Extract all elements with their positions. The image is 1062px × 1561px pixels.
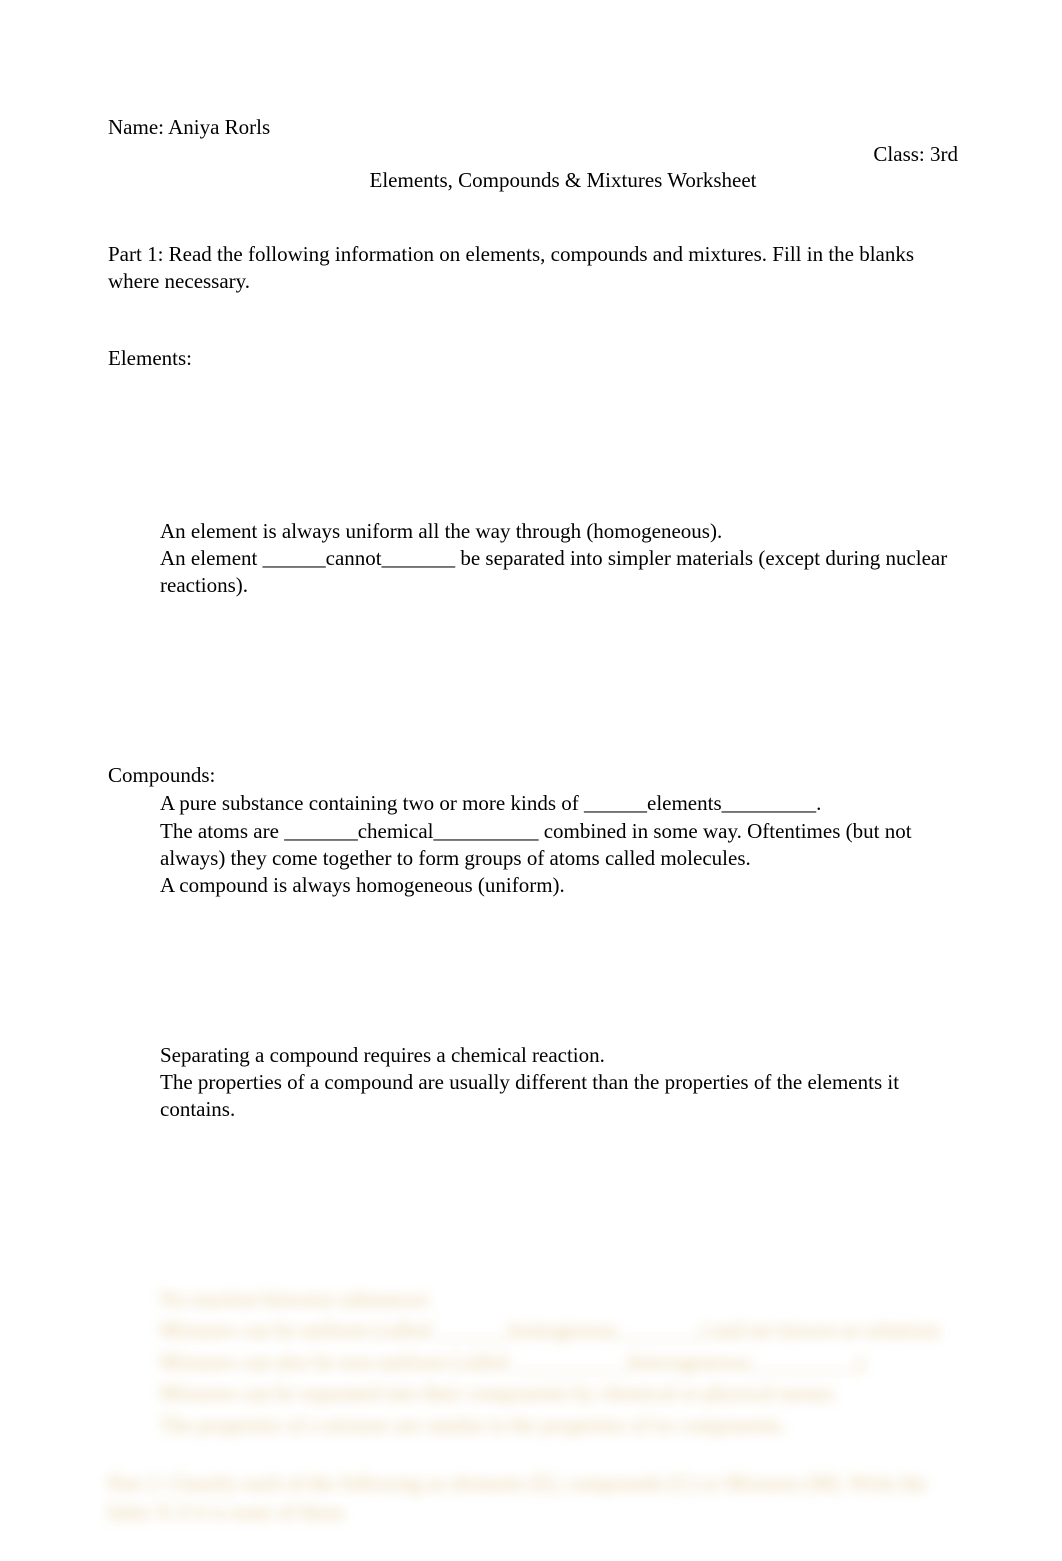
spacer (108, 1124, 958, 1284)
mixtures-blurred-content: No reaction between substances Mixtures … (108, 1284, 958, 1442)
elements-line2: An element ______cannot_______ be separa… (160, 545, 958, 600)
spacer (108, 900, 958, 1042)
elements-heading: Elements: (108, 346, 958, 371)
mixtures-line5: The properties of a mixture are similar … (160, 1410, 958, 1442)
title-text: Elements, Compounds & Mixtures Worksheet (370, 168, 757, 192)
class-label: Class: (873, 142, 930, 166)
compounds-heading: Compounds: (108, 763, 958, 788)
compounds-line4: Separating a compound requires a chemica… (160, 1042, 958, 1069)
elements-line1: An element is always uniform all the way… (160, 518, 958, 545)
compounds-line5: The properties of a compound are usually… (160, 1069, 958, 1124)
mixtures-line3: Mixtures can also be non-uniform (called… (160, 1347, 958, 1379)
compounds-content-1: A pure substance containing two or more … (108, 790, 958, 899)
class-value: 3rd (930, 142, 958, 166)
spacer (108, 599, 958, 763)
mixtures-line4: Mixtures can be separated into their com… (160, 1378, 958, 1410)
spacer (108, 373, 958, 518)
name-value: Aniya Rorls (168, 115, 270, 139)
class-line: Class: 3rd (108, 142, 958, 167)
part1-instructions: Part 1: Read the following information o… (108, 241, 958, 296)
mixtures-line2: Mixtures can be uniform (called _______h… (160, 1315, 958, 1347)
name-label: Name: (108, 115, 168, 139)
compounds-line1: A pure substance containing two or more … (160, 790, 958, 817)
compounds-line3: A compound is always homogeneous (unifor… (160, 872, 958, 899)
name-line: Name: Aniya Rorls (108, 115, 958, 140)
part2-blurred: Part 2: Classify each of the following a… (108, 1469, 958, 1528)
worksheet-title: Elements, Compounds & Mixtures Worksheet (108, 168, 958, 193)
compounds-line2: The atoms are _______chemical__________ … (160, 818, 958, 873)
mixtures-line1: No reaction between substances (160, 1284, 958, 1316)
elements-content: An element is always uniform all the way… (108, 518, 958, 600)
compounds-content-2: Separating a compound requires a chemica… (108, 1042, 958, 1124)
